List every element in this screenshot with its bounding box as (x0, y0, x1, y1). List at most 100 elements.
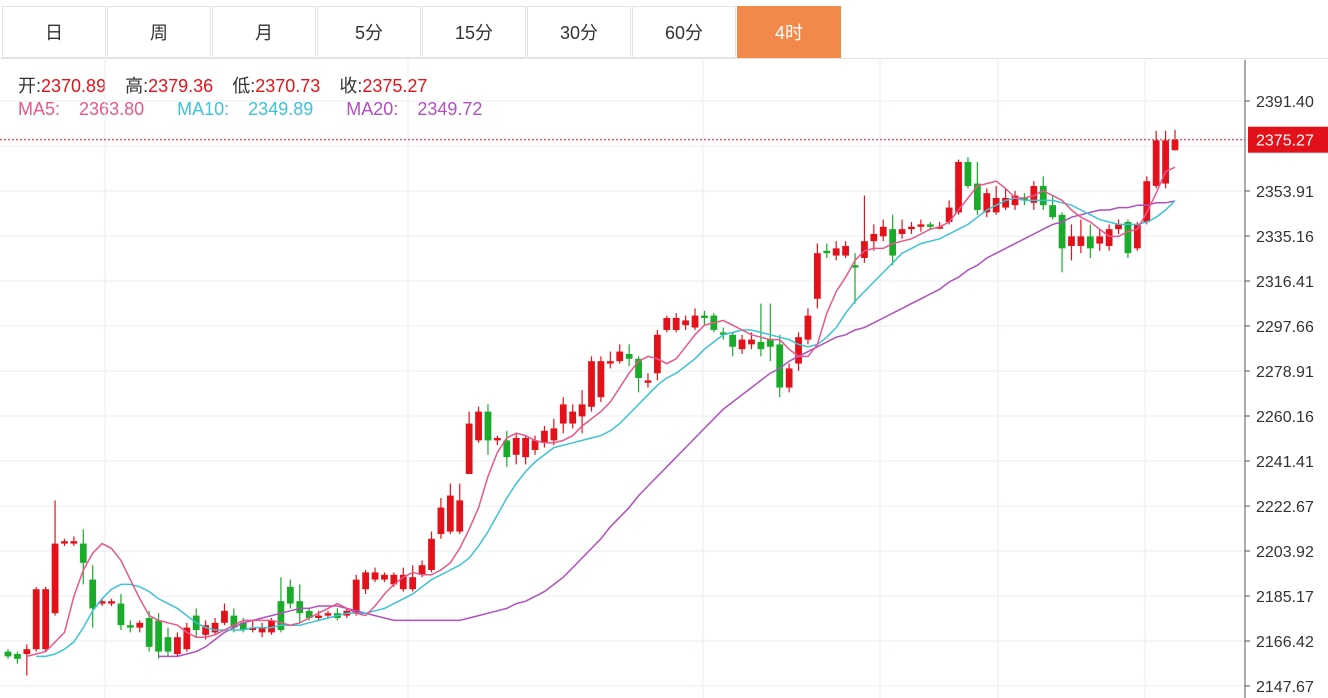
y-tick-label: 2147.67 (1256, 679, 1314, 696)
candle-body (446, 495, 454, 532)
y-tick-label: 2166.42 (1256, 634, 1314, 651)
candle-body (785, 368, 793, 388)
candle-body (550, 428, 558, 441)
candle-body (597, 361, 605, 398)
candle-body (428, 538, 435, 570)
candle-body (522, 437, 530, 458)
candle-body (475, 411, 482, 441)
candle-body (1133, 224, 1141, 249)
y-tick-label: 2391.40 (1256, 94, 1314, 111)
candle-body (258, 627, 266, 633)
y-tick-label: 2335.16 (1256, 229, 1314, 246)
candle-body (4, 651, 12, 657)
candle-body (465, 423, 473, 474)
candle-body (362, 572, 370, 590)
tab-bar-divider (0, 58, 1328, 59)
candle-body (870, 233, 878, 242)
high-value: 2379.36 (148, 76, 214, 96)
high-label: 高: (125, 76, 149, 96)
candle-body (211, 622, 219, 633)
candle-body (183, 627, 191, 650)
candle-body (512, 437, 520, 455)
candle-body (1058, 214, 1066, 249)
candle-body (851, 265, 859, 268)
candle-body (738, 339, 746, 350)
candle-body (286, 586, 294, 604)
tab-5[interactable]: 15分 (422, 6, 526, 58)
candle-body (672, 317, 680, 330)
candle-body (202, 625, 210, 635)
candle-body (268, 620, 275, 633)
candle-body (456, 500, 464, 532)
candle-body (221, 610, 228, 623)
candle-body (776, 344, 784, 388)
candle-body (418, 565, 426, 575)
y-tick-label: 2316.41 (1256, 274, 1314, 291)
candle-body (1171, 139, 1179, 151)
ma10-readout: MA10: 2349.89 (177, 99, 327, 119)
candle-body (691, 315, 699, 328)
tab-8[interactable]: 4时 (737, 6, 841, 58)
candle-body (541, 430, 548, 443)
y-tick-label: 2203.92 (1256, 544, 1314, 561)
candle-body (399, 574, 407, 590)
candle-body (108, 601, 115, 604)
low-label: 低: (232, 76, 256, 96)
candle-body (239, 622, 247, 631)
candle-body (42, 589, 50, 650)
candle-body (682, 320, 690, 326)
candle-body (663, 317, 671, 330)
candle-body (390, 574, 398, 585)
tab-2[interactable]: 周 (107, 6, 211, 58)
candle-body (625, 353, 633, 359)
open-label: 开: (18, 76, 42, 96)
low-value: 2370.73 (255, 76, 321, 96)
candle-body (973, 183, 981, 210)
candle-body (748, 339, 755, 345)
candle-body (964, 161, 972, 186)
tab-1[interactable]: 日 (2, 6, 106, 58)
candle-body (719, 332, 727, 335)
candle-body (1021, 197, 1028, 201)
candle-body (635, 358, 642, 378)
period-tab-bar: 日周月 5分 15分 30分 60分 4时 (0, 0, 1328, 60)
candle-body (1077, 236, 1085, 246)
candle-body (926, 224, 934, 227)
candle-body (61, 541, 68, 544)
candle-body (1039, 185, 1047, 206)
candle-body (51, 543, 59, 614)
candle-body (381, 574, 388, 580)
y-tick-label: 2278.91 (1256, 364, 1314, 381)
current-price-box (1248, 126, 1328, 153)
candle-body (155, 620, 162, 652)
candle-body (766, 339, 774, 347)
candle-body (945, 207, 953, 222)
ma10-label: MA10: (177, 99, 230, 119)
candle-body (296, 601, 304, 614)
candle-body (842, 245, 849, 256)
tab-6[interactable]: 30分 (527, 6, 631, 58)
candle-body (484, 411, 492, 441)
candle-body (126, 625, 134, 628)
candle-body (729, 334, 737, 347)
ma10-line (36, 197, 1176, 658)
candle-body (136, 622, 144, 628)
tab-4[interactable]: 5分 (317, 6, 421, 58)
candle-body (1162, 140, 1169, 184)
candle-body (145, 618, 153, 647)
candle-body (437, 507, 445, 534)
candle-body (1152, 140, 1160, 186)
candle-body (578, 404, 586, 417)
candle-body (117, 603, 125, 626)
candle-body (230, 615, 238, 628)
candle-body (795, 337, 802, 364)
candle-body (569, 411, 577, 424)
tab-3[interactable]: 月 (212, 6, 316, 58)
tab-7[interactable]: 60分 (632, 6, 736, 58)
ma5-readout: MA5: 2363.80 (18, 99, 158, 119)
candle-body (1068, 236, 1075, 246)
candle-body (832, 248, 840, 256)
candle-body (1115, 224, 1122, 230)
candle-body (1143, 181, 1151, 222)
